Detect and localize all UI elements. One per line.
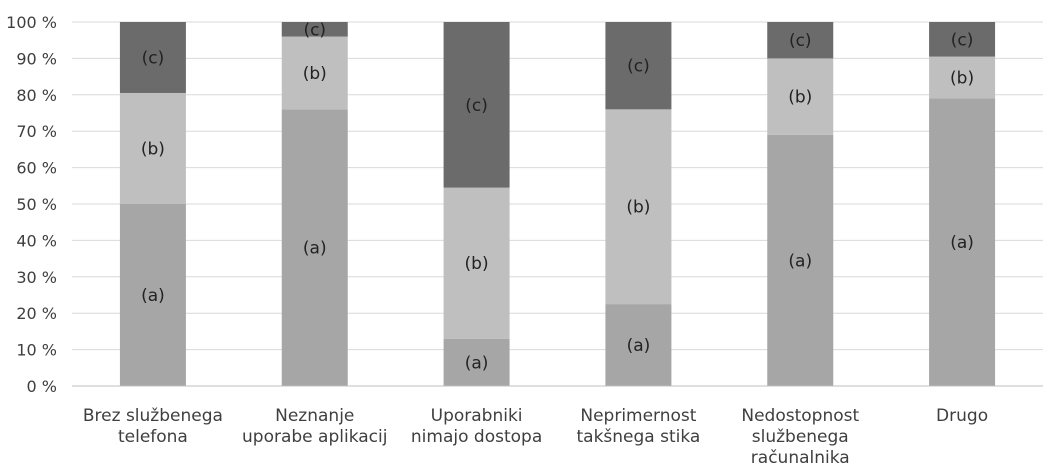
y-tick-label: 30 % bbox=[16, 268, 57, 287]
gridlines bbox=[72, 21, 1043, 351]
segment-label: (a) bbox=[788, 251, 812, 271]
segment-label: (b) bbox=[626, 198, 650, 218]
bar-segment bbox=[119, 92, 186, 204]
x-category-label-line: Uporabniki bbox=[431, 406, 523, 426]
bar-segment bbox=[443, 22, 510, 188]
y-tick-label: 70 % bbox=[16, 122, 57, 141]
bar-segment bbox=[281, 36, 348, 110]
bar-segment bbox=[443, 187, 510, 339]
bar-segment bbox=[605, 22, 672, 110]
segment-label: (b) bbox=[950, 69, 974, 89]
segment-label: (c) bbox=[951, 30, 974, 50]
segment-label: (c) bbox=[627, 57, 650, 77]
y-tick-label: 100 % bbox=[6, 13, 57, 32]
segment-label: (c) bbox=[142, 48, 165, 68]
x-category-label: Drugo bbox=[936, 406, 988, 426]
bar-segment bbox=[767, 134, 834, 386]
x-category-label: Nedostopnost službenega računalnika bbox=[741, 406, 859, 468]
segment-labels: (a) (b) (c) (a) (b) (c) (a) (b) (c) (a) (b) (c) (a) (… bbox=[141, 20, 974, 373]
x-category-label-line: službenega bbox=[752, 427, 849, 447]
segment-label: (b) bbox=[141, 139, 165, 159]
x-category-label-line: Neznanje bbox=[275, 406, 354, 426]
x-axis-category-labels: Brez službenega telefona Neznanje uporabe a… bbox=[83, 406, 988, 468]
segment-label: (a) bbox=[465, 353, 489, 373]
bar-segment bbox=[281, 109, 348, 387]
segment-label: (a) bbox=[141, 286, 165, 306]
x-category-label: Neprimernost takšnega stika bbox=[576, 406, 700, 447]
y-tick-label: 60 % bbox=[16, 159, 57, 178]
x-category-label: Uporabniki nimajo dostopa bbox=[411, 406, 542, 447]
bar-segment bbox=[929, 98, 996, 386]
x-category-label: Brez službenega telefona bbox=[83, 406, 223, 447]
segment-label: (a) bbox=[627, 336, 651, 356]
bar-segment bbox=[119, 22, 186, 93]
bar-segment bbox=[929, 56, 996, 99]
bar-segment bbox=[767, 22, 834, 59]
y-tick-label: 40 % bbox=[16, 231, 57, 250]
segment-label: (c) bbox=[465, 96, 488, 116]
x-category-label-line: nimajo dostopa bbox=[411, 427, 542, 447]
x-category-label-line: Drugo bbox=[936, 406, 988, 426]
x-category-label-line: Neprimernost bbox=[580, 406, 696, 426]
segment-label: (a) bbox=[303, 239, 327, 259]
bars bbox=[119, 22, 996, 387]
x-category-label-line: uporabe aplikacij bbox=[242, 427, 387, 447]
x-category-label-line: Brez službenega bbox=[83, 406, 223, 426]
bar-segment bbox=[443, 338, 510, 386]
y-axis-tick-labels: 0 % 10 % 20 % 30 % 40 % 50 % 60 % 70 % 80 % 90 % 1… bbox=[6, 13, 57, 396]
y-tick-label: 90 % bbox=[16, 49, 57, 68]
bar-segment bbox=[605, 304, 672, 386]
segment-label: (c) bbox=[789, 31, 812, 51]
y-tick-label: 0 % bbox=[27, 377, 57, 396]
y-tick-label: 50 % bbox=[16, 195, 57, 214]
y-tick-label: 10 % bbox=[16, 341, 57, 360]
segment-label: (c) bbox=[303, 20, 326, 40]
bar-segment bbox=[281, 22, 348, 37]
y-tick-label: 80 % bbox=[16, 86, 57, 105]
x-category-label-line: Nedostopnost bbox=[741, 406, 859, 426]
x-category-label-line: takšnega stika bbox=[576, 427, 700, 447]
segment-label: (b) bbox=[465, 254, 489, 274]
x-category-label: Neznanje uporabe aplikacij bbox=[242, 406, 387, 447]
y-tick-label: 20 % bbox=[16, 304, 57, 323]
x-category-label-line: telefona bbox=[118, 427, 188, 447]
bar-segment bbox=[605, 109, 672, 305]
segment-label: (b) bbox=[788, 88, 812, 108]
bar-segment bbox=[119, 204, 186, 386]
segment-label: (a) bbox=[950, 233, 974, 253]
x-category-label-line: računalnika bbox=[751, 448, 850, 468]
bar-segment bbox=[929, 22, 996, 57]
bar-segment bbox=[767, 58, 834, 135]
segment-label: (b) bbox=[303, 64, 327, 84]
